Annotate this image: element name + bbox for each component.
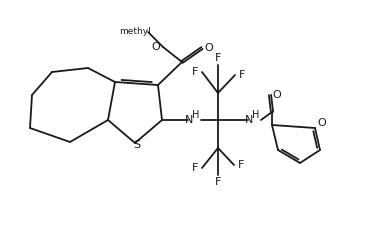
Text: O: O [205, 43, 213, 53]
Text: O: O [318, 118, 326, 128]
Text: F: F [238, 160, 244, 170]
Text: H: H [192, 110, 200, 120]
Text: F: F [239, 70, 245, 80]
Text: N: N [185, 115, 193, 125]
Text: N: N [245, 115, 253, 125]
Text: methyl: methyl [119, 26, 151, 35]
Text: S: S [133, 140, 141, 150]
Text: F: F [192, 163, 198, 173]
Text: O: O [273, 90, 282, 100]
Text: F: F [192, 67, 198, 77]
Text: F: F [215, 53, 221, 63]
Text: O: O [152, 42, 160, 52]
Text: F: F [215, 177, 221, 187]
Text: H: H [252, 110, 260, 120]
